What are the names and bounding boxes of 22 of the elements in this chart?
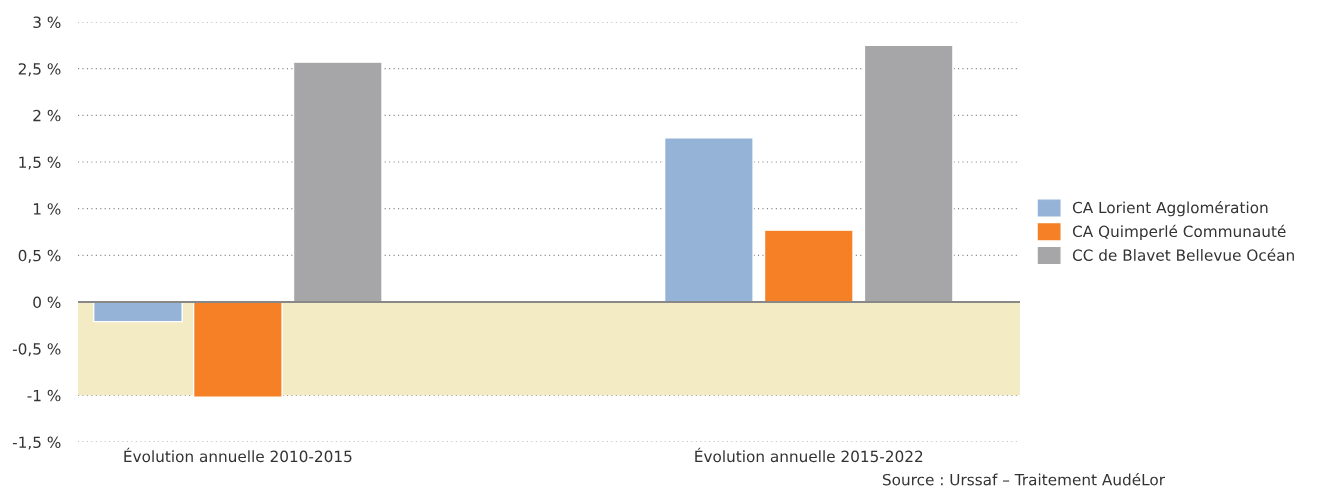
legend-label: CA Lorient Agglomération (1072, 200, 1268, 217)
legend-label: CA Quimperlé Communauté (1072, 224, 1286, 241)
bar (292, 61, 383, 303)
bar (192, 301, 283, 398)
source-note: Source : Urssaf – Traitement AudéLor (882, 473, 1165, 486)
bar (93, 301, 183, 323)
bar (863, 44, 954, 303)
bar (763, 229, 854, 303)
x-tick-label: Évolution annuelle 2015-2022 (695, 447, 923, 463)
y-tick-label: 0,5 % (18, 249, 61, 263)
y-tick-label: 1 % (33, 203, 61, 215)
y-tick-label: -1 % (27, 389, 61, 402)
y-tick-label: 3 % (33, 16, 61, 29)
x-tick-label: Évolution annuelle 2010-2015 (124, 447, 352, 463)
y-tick-label: 2 % (33, 109, 61, 122)
y-tick-label: -1,5 % (12, 436, 61, 450)
y-tick-label: 0 % (33, 296, 61, 309)
y-tick-label: -0,5 % (12, 343, 61, 357)
y-tick-label: 1,5 % (19, 156, 61, 170)
legend-label: CC de Blavet Bellevue Océan (1072, 248, 1294, 261)
bar (663, 137, 754, 303)
y-tick-label: 2,5 % (18, 63, 61, 77)
